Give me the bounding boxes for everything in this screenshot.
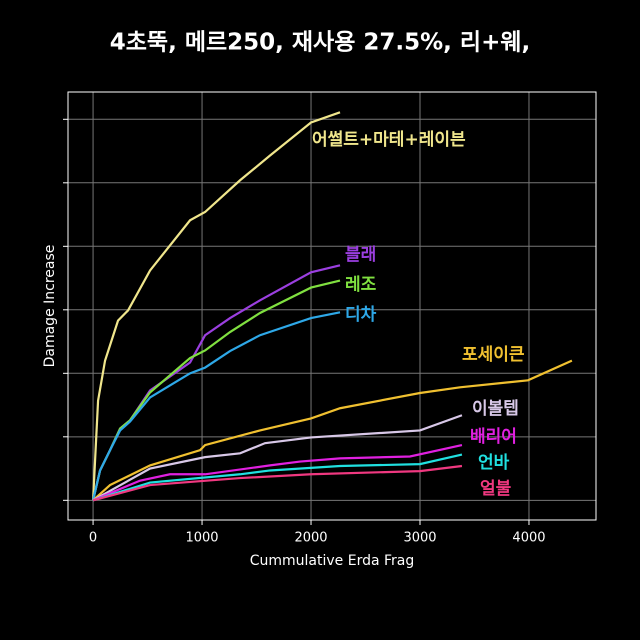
series-line <box>92 359 573 502</box>
series-annotation: 디차 <box>345 305 377 325</box>
x-axis-label: Cummulative Erda Frag <box>250 553 415 569</box>
series-line <box>92 453 463 502</box>
plot-frame <box>67 91 597 521</box>
series-annotation: 배리어 <box>470 427 517 447</box>
series-annotation: 레조 <box>345 275 377 295</box>
y-axis-label: Damage Increase <box>42 245 58 368</box>
x-tick-label: 0 <box>89 531 97 546</box>
series-line <box>92 464 463 502</box>
x-tick-label: 1000 <box>185 531 218 546</box>
series-annotation: 얼불 <box>480 479 512 499</box>
x-tick-label: 2000 <box>294 531 327 546</box>
series-line <box>91 111 341 501</box>
series-line <box>92 414 463 502</box>
x-tick-label: 4000 <box>512 531 545 546</box>
series-annotation: 언바 <box>478 453 510 473</box>
series-annotation: 어썰트+마테+레이븐 <box>312 130 466 150</box>
series-line <box>92 443 463 502</box>
x-tick-label: 3000 <box>403 531 436 546</box>
series-annotation: 이볼텝 <box>472 399 519 419</box>
chart-title: 4초뚝, 메르250, 재사용 27.5%, 리+웨, <box>110 30 531 56</box>
series-annotation: 블래 <box>345 245 376 265</box>
series-annotation: 포세이큰 <box>462 345 525 365</box>
series-line <box>91 264 341 501</box>
series-line <box>91 311 341 501</box>
